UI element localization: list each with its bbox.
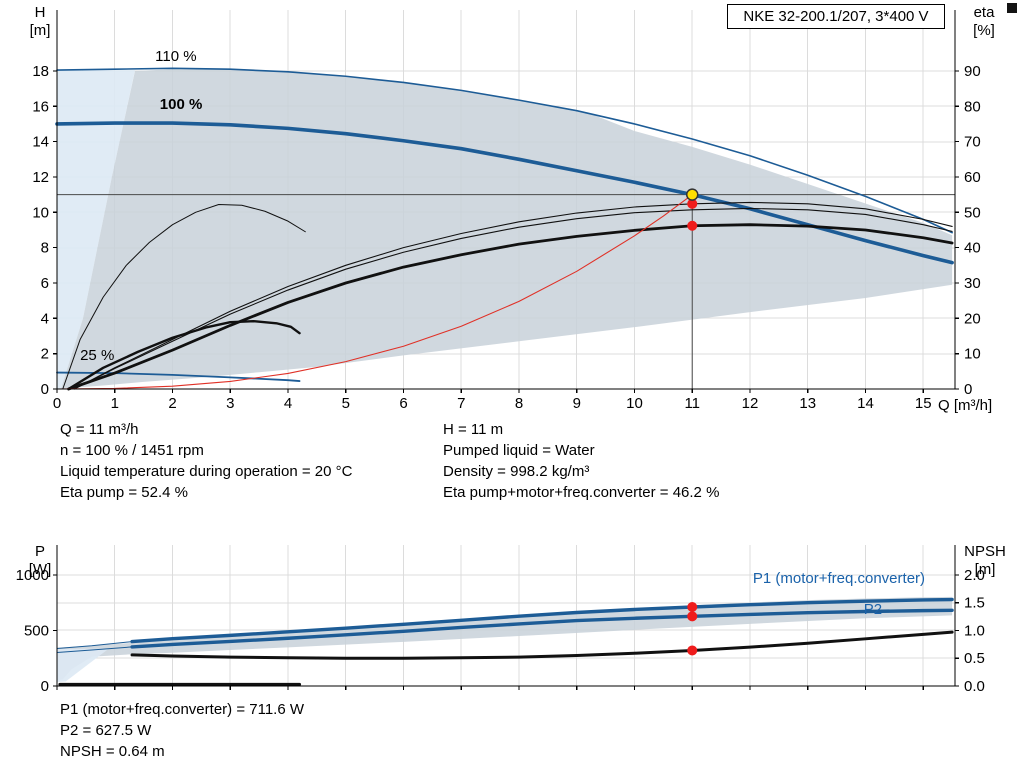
power-band: [57, 596, 953, 681]
curve-label: P2: [864, 601, 882, 618]
curve-label: P1 (motor+freq.converter): [753, 570, 925, 587]
y-right-tick-label: 40: [964, 240, 981, 257]
result-line-npsh: NPSH = 0.64 m: [60, 743, 165, 760]
operating-envelope: [61, 69, 953, 389]
eta-pump-curve-b: [73, 207, 953, 390]
eta-pump-curve-a: [73, 201, 953, 390]
result-info: P1 (motor+freq.converter) = 711.6 W P2 =…: [60, 699, 304, 762]
y-left-tick-label: 12: [32, 169, 49, 186]
y-left-tick-label: 10: [32, 204, 49, 221]
corner-mark: [1007, 3, 1017, 13]
p2-curve-left-thin: [56, 646, 133, 653]
y-right-tick-label: 1.5: [964, 595, 985, 612]
p2-curve: [130, 608, 954, 649]
info-line-liquid: Pumped liquid = Water: [443, 442, 595, 459]
curve-label: 25 %: [80, 347, 114, 364]
y-right-tick-label: 60: [964, 169, 981, 186]
low-flow-region: [57, 70, 135, 389]
x-tick-label: 9: [573, 395, 581, 412]
system-curve: [56, 194, 693, 390]
x-tick-label: 15: [915, 395, 932, 412]
result-line-p1: P1 (motor+freq.converter) = 711.6 W: [60, 701, 304, 718]
info-line-density: Density = 998.2 kg/m³: [443, 463, 590, 480]
eta-arc-reduced-thin: [62, 204, 306, 390]
duty-point-marker: [685, 188, 699, 201]
y-right-tick-label: 90: [964, 63, 981, 80]
info-line-temperature: Liquid temperature during operation = 20…: [60, 463, 353, 480]
p1-curve-left-thin: [56, 641, 133, 649]
h-axis-unit: [m]: [29, 22, 51, 39]
x-tick-label: 8: [515, 395, 523, 412]
y-right-tick-label: 0.0: [964, 678, 985, 695]
eta-total-curve: [67, 223, 954, 391]
result-line-p2: P2 = 627.5 W: [60, 722, 152, 739]
y-left-tick-label: 4: [41, 310, 49, 327]
h-axis-label: H: [34, 4, 46, 21]
x-tick-label: 14: [857, 395, 874, 412]
y-right-tick-label: 30: [964, 275, 981, 292]
x-tick-label: 1: [111, 395, 119, 412]
npsh-curve: [130, 630, 954, 660]
y-right-tick-label: 70: [964, 134, 981, 151]
duty-point-marker: [687, 198, 698, 209]
eta-arc-reduced-thick: [67, 319, 301, 391]
speed-curve-100pct: [55, 121, 954, 265]
p-axis-label: P: [34, 543, 45, 560]
p1-curve: [130, 597, 954, 644]
low-flow-band: [57, 648, 109, 683]
npsh-axis-label: NPSH: [964, 543, 1006, 560]
y-right-tick-label: 20: [964, 310, 981, 327]
curve-label: 100 %: [160, 96, 203, 113]
p-axis-unit: [W]: [28, 561, 52, 578]
y-left-tick-label: 0: [41, 678, 49, 695]
x-tick-label: 6: [399, 395, 407, 412]
x-tick-label: 12: [742, 395, 759, 412]
x-tick-label: 5: [342, 395, 350, 412]
q-axis-label: Q [m³/h]: [938, 397, 993, 414]
y-left-tick-label: 500: [24, 622, 49, 639]
info-line-eta-pump: Eta pump = 52.4 %: [60, 484, 188, 501]
speed-curve-110pct: [56, 67, 953, 234]
x-tick-label: 13: [799, 395, 816, 412]
duty-point-marker: [687, 645, 698, 656]
x-tick-label: 4: [284, 395, 292, 412]
y-left-tick-label: 1000: [16, 567, 49, 584]
duty-point-marker: [687, 611, 698, 622]
y-right-tick-label: 0.5: [964, 650, 985, 667]
x-tick-label: 11: [684, 395, 700, 412]
y-right-tick-label: 2.0: [964, 567, 985, 584]
pump-title-box: NKE 32-200.1/207, 3*400 V: [727, 4, 945, 29]
info-line-speed: n = 100 % / 1451 rpm: [60, 442, 204, 459]
x-tick-label: 10: [626, 395, 643, 412]
duty-point-marker: [687, 220, 698, 231]
y-right-tick-label: 1.0: [964, 622, 985, 639]
duty-point-marker: [687, 601, 698, 612]
y-right-tick-label: 50: [964, 204, 981, 221]
y-left-tick-label: 8: [41, 240, 49, 257]
x-tick-label: 7: [457, 395, 465, 412]
npsh-axis-unit: [m]: [974, 561, 996, 578]
info-line-q: Q = 11 m³/h: [60, 421, 139, 438]
y-left-tick-label: 0: [41, 381, 49, 398]
curve-label: 110 %: [155, 48, 196, 65]
eta-axis-unit: [%]: [973, 22, 995, 39]
duty-info-right: H = 11 m Pumped liquid = Water Density =…: [443, 419, 719, 503]
y-left-tick-label: 18: [32, 63, 49, 80]
eta-axis-label: eta: [973, 4, 995, 21]
y-left-tick-label: 16: [32, 98, 49, 115]
x-tick-label: 3: [226, 395, 234, 412]
y-left-tick-label: 6: [41, 275, 49, 292]
x-tick-label: 0: [53, 395, 61, 412]
info-line-h: H = 11 m: [443, 421, 504, 438]
y-left-tick-label: 2: [41, 346, 49, 363]
x-tick-label: 2: [168, 395, 176, 412]
y-right-tick-label: 10: [964, 346, 981, 363]
info-line-eta-total: Eta pump+motor+freq.converter = 46.2 %: [443, 484, 720, 501]
duty-info-left: Q = 11 m³/h n = 100 % / 1451 rpm Liquid …: [60, 419, 352, 503]
y-left-tick-label: 14: [32, 134, 49, 151]
y-right-tick-label: 0: [964, 381, 972, 398]
y-right-tick-label: 80: [964, 98, 981, 115]
